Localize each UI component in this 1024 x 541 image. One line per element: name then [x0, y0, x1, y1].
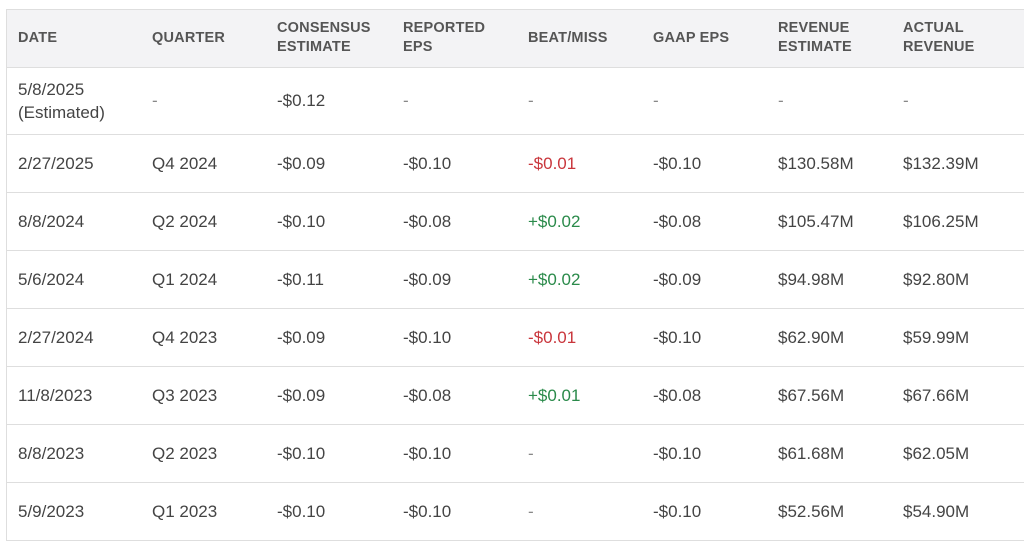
cell-beat-miss: +$0.02 [528, 211, 581, 231]
cell-date: 8/8/2024 [18, 211, 85, 231]
header-beat-miss[interactable]: BEAT/MISS [528, 29, 608, 46]
cell-reported-eps: -$0.10 [403, 443, 452, 463]
cell-actual-revenue: $62.05M [903, 443, 970, 463]
table-row: 8/8/2023 Q2 2023 -$0.10 -$0.10 - -$0.10 … [7, 424, 1024, 482]
cell-beat-miss: - [528, 501, 534, 521]
table-row: 5/8/2025 (Estimated) - -$0.12 - - - - - [7, 67, 1024, 134]
cell-gaap-eps: -$0.09 [653, 269, 702, 289]
cell-revenue-estimate: $52.56M [778, 501, 845, 521]
cell-quarter: Q1 2023 [152, 501, 218, 521]
earnings-table: DATE QUARTER CONSENSUS ESTIMATE REPORTED E… [7, 10, 1024, 540]
cell-date: 2/27/2024 [18, 327, 94, 347]
cell-reported-eps: -$0.10 [403, 501, 452, 521]
header-revenue-estimate[interactable]: REVENUE ESTIMATE [778, 20, 852, 56]
cell-reported-eps: -$0.09 [403, 269, 452, 289]
table-row: 5/6/2024 Q1 2024 -$0.11 -$0.09 +$0.02 -$… [7, 250, 1024, 308]
header-quarter[interactable]: QUARTER [152, 29, 226, 46]
cell-reported-eps: -$0.10 [403, 327, 452, 347]
cell-beat-miss: - [528, 91, 534, 110]
cell-gaap-eps: -$0.10 [653, 501, 702, 521]
cell-quarter: Q4 2023 [152, 327, 218, 347]
cell-quarter: Q4 2024 [152, 153, 218, 173]
cell-reported-eps: - [403, 91, 409, 110]
cell-gaap-eps: -$0.08 [653, 211, 702, 231]
cell-date: 5/9/2023 [18, 501, 85, 521]
cell-actual-revenue: $67.66M [903, 385, 970, 405]
cell-beat-miss: +$0.02 [528, 269, 581, 289]
cell-quarter: Q2 2024 [152, 211, 218, 231]
cell-consensus-estimate: -$0.11 [277, 269, 324, 289]
cell-actual-revenue: $54.90M [903, 501, 970, 521]
header-gaap-eps[interactable]: GAAP EPS [653, 29, 730, 46]
cell-gaap-eps: - [653, 91, 659, 110]
cell-actual-revenue: - [903, 91, 909, 110]
cell-actual-revenue: $106.25M [903, 211, 979, 231]
earnings-history-table: DATE QUARTER CONSENSUS ESTIMATE REPORTED E… [6, 9, 1024, 541]
header-row: DATE QUARTER CONSENSUS ESTIMATE REPORTED E… [7, 10, 1024, 67]
header-date[interactable]: DATE [18, 29, 58, 46]
cell-quarter: Q2 2023 [152, 443, 218, 463]
cell-beat-miss: - [528, 443, 534, 463]
cell-revenue-estimate: $105.47M [778, 211, 854, 231]
cell-date: 8/8/2023 [18, 443, 85, 463]
cell-revenue-estimate: - [778, 91, 784, 110]
cell-quarter: - [152, 91, 158, 110]
cell-consensus-estimate: -$0.12 [277, 91, 326, 110]
table-row: 5/9/2023 Q1 2023 -$0.10 -$0.10 - -$0.10 … [7, 482, 1024, 540]
cell-consensus-estimate: -$0.10 [277, 211, 326, 231]
cell-date: 11/8/2023 [18, 385, 93, 405]
table-row: 11/8/2023 Q3 2023 -$0.09 -$0.08 +$0.01 -… [7, 366, 1024, 424]
cell-gaap-eps: -$0.08 [653, 385, 702, 405]
table-body: 5/8/2025 (Estimated) - -$0.12 - - - - - 2… [7, 67, 1024, 540]
cell-beat-miss: -$0.01 [528, 327, 577, 347]
cell-gaap-eps: -$0.10 [653, 153, 702, 173]
cell-actual-revenue: $132.39M [903, 153, 979, 173]
cell-quarter: Q1 2024 [152, 269, 218, 289]
cell-beat-miss: -$0.01 [528, 153, 577, 173]
cell-date: 5/8/2025 (Estimated) [18, 79, 105, 122]
cell-actual-revenue: $59.99M [903, 327, 970, 347]
cell-reported-eps: -$0.08 [403, 385, 452, 405]
cell-consensus-estimate: -$0.09 [277, 153, 326, 173]
cell-reported-eps: -$0.08 [403, 211, 452, 231]
header-reported-eps[interactable]: REPORTED EPS [403, 20, 486, 56]
cell-consensus-estimate: -$0.10 [277, 501, 326, 521]
cell-beat-miss: +$0.01 [528, 385, 581, 405]
cell-revenue-estimate: $67.56M [778, 385, 845, 405]
cell-revenue-estimate: $94.98M [778, 269, 845, 289]
cell-revenue-estimate: $130.58M [778, 153, 854, 173]
cell-consensus-estimate: -$0.10 [277, 443, 326, 463]
cell-reported-eps: -$0.10 [403, 153, 452, 173]
table-header: DATE QUARTER CONSENSUS ESTIMATE REPORTED E… [7, 10, 1024, 67]
table-row: 8/8/2024 Q2 2024 -$0.10 -$0.08 +$0.02 -$… [7, 192, 1024, 250]
cell-gaap-eps: -$0.10 [653, 327, 702, 347]
table-row: 2/27/2024 Q4 2023 -$0.09 -$0.10 -$0.01 -… [7, 308, 1024, 366]
cell-actual-revenue: $92.80M [903, 269, 970, 289]
cell-date: 5/6/2024 [18, 269, 85, 289]
cell-quarter: Q3 2023 [152, 385, 218, 405]
cell-date: 2/27/2025 [18, 153, 94, 173]
header-actual-revenue[interactable]: ACTUAL REVENUE [903, 20, 975, 56]
cell-revenue-estimate: $61.68M [778, 443, 845, 463]
cell-revenue-estimate: $62.90M [778, 327, 845, 347]
header-consensus-estimate[interactable]: CONSENSUS ESTIMATE [277, 20, 371, 56]
cell-gaap-eps: -$0.10 [653, 443, 702, 463]
cell-consensus-estimate: -$0.09 [277, 385, 326, 405]
table-row: 2/27/2025 Q4 2024 -$0.09 -$0.10 -$0.01 -… [7, 134, 1024, 192]
cell-consensus-estimate: -$0.09 [277, 327, 326, 347]
